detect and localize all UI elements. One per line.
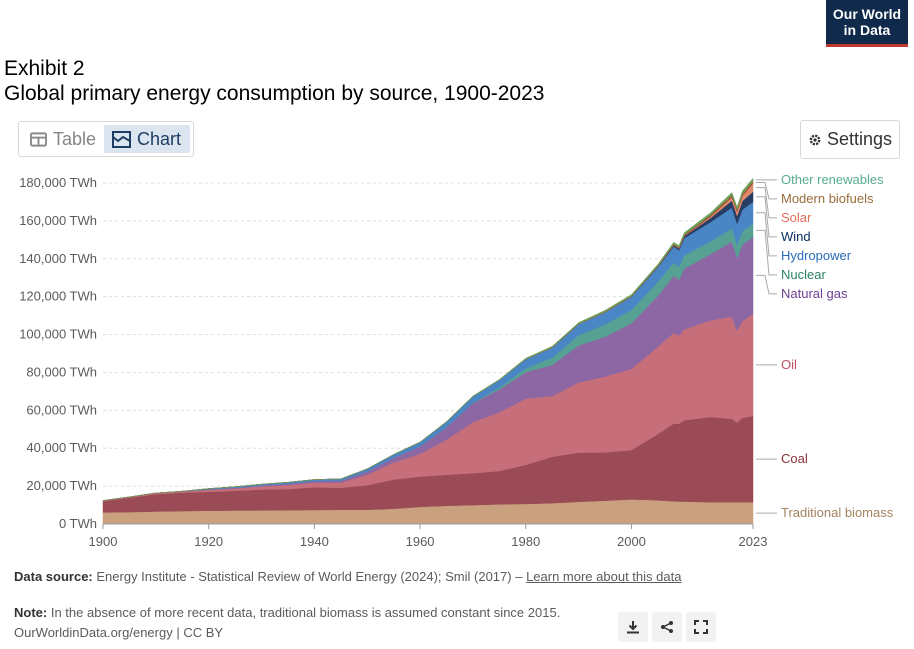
owid-logo: Our World in Data bbox=[826, 0, 908, 47]
series-label: Traditional biomass bbox=[781, 505, 894, 520]
fullscreen-icon bbox=[694, 620, 708, 634]
y-tick-label: 20,000 TWh bbox=[26, 478, 97, 493]
x-tick-label: 1900 bbox=[89, 534, 118, 549]
series-label: Other renewables bbox=[781, 172, 884, 187]
download-icon bbox=[627, 621, 639, 634]
label-leader-line bbox=[756, 182, 777, 200]
settings-button[interactable]: Settings bbox=[800, 120, 900, 159]
tab-chart[interactable]: Chart bbox=[104, 125, 190, 153]
label-leader-line bbox=[756, 212, 777, 257]
x-tick-label: 2000 bbox=[617, 534, 646, 549]
note-text: In the absence of more recent data, trad… bbox=[50, 605, 561, 620]
share-button[interactable] bbox=[652, 612, 682, 642]
share-icon bbox=[661, 621, 673, 633]
series-label: Solar bbox=[781, 210, 812, 225]
note-label: Note: bbox=[14, 605, 48, 620]
series-label: Wind bbox=[781, 229, 811, 244]
logo-line-1: Our World bbox=[832, 6, 902, 22]
tab-table[interactable]: Table bbox=[22, 125, 104, 153]
y-tick-label: 100,000 TWh bbox=[19, 327, 97, 342]
download-button[interactable] bbox=[618, 612, 648, 642]
tab-table-label: Table bbox=[52, 128, 96, 149]
series-label: Coal bbox=[781, 451, 808, 466]
view-tabs: Table Chart bbox=[18, 121, 194, 157]
x-tick-label: 2023 bbox=[739, 534, 768, 549]
y-tick-label: 160,000 TWh bbox=[19, 213, 97, 228]
energy-area-chart: 0 TWh 20,000 TWh 40,000 TWh 60,000 TWh 80,00… bbox=[19, 172, 894, 549]
learn-more-link[interactable]: Learn more about this data bbox=[526, 569, 682, 584]
label-leader-line bbox=[756, 229, 777, 276]
gear-icon bbox=[809, 134, 821, 145]
label-leader-line bbox=[756, 187, 777, 219]
x-tick-label: 1980 bbox=[511, 534, 540, 549]
y-tick-label: 80,000 TWh bbox=[26, 364, 97, 379]
x-tick-label: 1940 bbox=[300, 534, 329, 549]
exhibit-label: Exhibit 2 bbox=[4, 57, 85, 80]
data-source-label: Data source: bbox=[14, 569, 93, 584]
y-tick-label: 180,000 TWh bbox=[19, 175, 97, 190]
source-url[interactable]: OurWorldinData.org/energy | CC BY bbox=[14, 625, 224, 640]
table-icon bbox=[30, 131, 47, 147]
area-other-renewables[interactable] bbox=[102, 177, 754, 501]
series-label: Nuclear bbox=[781, 267, 826, 282]
y-tick-label: 120,000 TWh bbox=[19, 289, 97, 304]
data-source-text: Energy Institute - Statistical Review of… bbox=[96, 569, 523, 584]
chart-note: Note: In the absence of more recent data… bbox=[14, 605, 560, 621]
settings-label: Settings bbox=[826, 129, 893, 149]
y-tick-label: 40,000 TWh bbox=[26, 440, 97, 455]
chart-title: Global primary energy consumption by sou… bbox=[4, 82, 545, 105]
tab-chart-label: Chart bbox=[137, 128, 182, 149]
y-tick-label: 0 TWh bbox=[59, 516, 97, 531]
series-label: Oil bbox=[781, 357, 797, 372]
label-leader-line bbox=[756, 274, 777, 295]
series-label: Natural gas bbox=[781, 286, 848, 301]
chart-icon bbox=[112, 130, 131, 148]
y-tick-label: 60,000 TWh bbox=[26, 402, 97, 417]
fullscreen-button[interactable] bbox=[686, 612, 716, 642]
x-tick-label: 1920 bbox=[194, 534, 223, 549]
y-tick-label: 140,000 TWh bbox=[19, 251, 97, 266]
series-label: Hydropower bbox=[781, 248, 852, 263]
label-leader-line bbox=[756, 196, 777, 238]
series-label: Modern biofuels bbox=[781, 191, 874, 206]
logo-line-2: in Data bbox=[843, 22, 891, 38]
x-tick-label: 1960 bbox=[406, 534, 435, 549]
data-source: Data source: Energy Institute - Statisti… bbox=[14, 569, 714, 585]
